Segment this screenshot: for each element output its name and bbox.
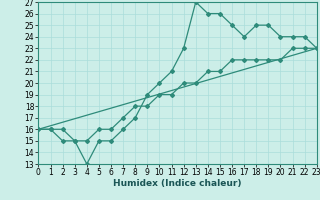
X-axis label: Humidex (Indice chaleur): Humidex (Indice chaleur) — [113, 179, 242, 188]
